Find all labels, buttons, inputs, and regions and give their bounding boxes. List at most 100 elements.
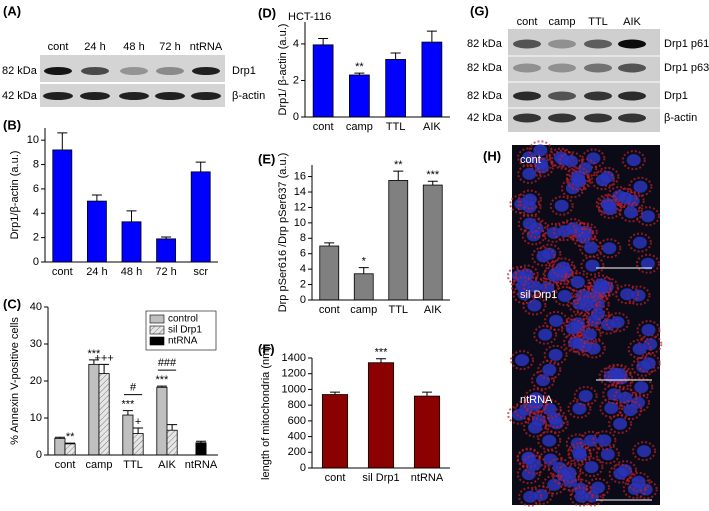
cell-mito	[626, 392, 651, 413]
cell-mito	[590, 170, 615, 191]
cell-mito	[580, 255, 605, 276]
band	[548, 63, 576, 73]
nucleus	[557, 289, 572, 302]
x-tick-label: scr	[193, 266, 208, 278]
significance: ***	[155, 374, 169, 386]
nucleus	[643, 338, 658, 351]
y-tick-label: 16	[294, 170, 306, 182]
cell-mito	[577, 324, 602, 345]
y-tick-label: 0	[33, 256, 39, 268]
error-bar	[393, 170, 404, 181]
region-label: ntRNA	[520, 394, 553, 406]
error-bar	[318, 37, 329, 45]
bracket-label: ###	[158, 357, 177, 369]
y-tick-label: 6	[33, 183, 39, 195]
nucleus	[607, 388, 622, 401]
nucleus	[603, 203, 618, 216]
y-tick-label: 0	[293, 111, 299, 123]
error-bar	[57, 132, 68, 150]
nucleus	[565, 322, 580, 335]
bar	[98, 373, 110, 456]
nucleus	[533, 157, 548, 170]
error-bar	[91, 194, 102, 202]
nucleus	[608, 367, 623, 380]
axes	[44, 128, 218, 263]
y-axis-label: Drp1/ β-actin (a.u.)	[277, 24, 289, 116]
cell-mito	[543, 263, 568, 284]
nucleus	[557, 225, 572, 238]
error-bar	[161, 236, 172, 239]
y-tick-label: 20	[30, 375, 42, 387]
kda-label: 82 kDa	[467, 38, 503, 50]
nucleus	[620, 288, 635, 301]
nucleus	[584, 434, 599, 447]
y-axis-label: Drp1/β-actin (a.u.)	[9, 151, 21, 240]
kda-label: 82 kDa	[2, 65, 38, 77]
y-tick-label: 10	[294, 217, 306, 229]
panel-label: (B)	[3, 117, 21, 132]
x-tick-label: ntRNA	[185, 459, 218, 471]
cell-mito	[627, 338, 652, 359]
y-tick-label: 40	[30, 301, 42, 313]
cell-mito	[620, 190, 645, 211]
cell-mito	[552, 221, 577, 242]
bar	[122, 414, 134, 456]
nucleus	[522, 151, 537, 164]
nucleus	[576, 231, 591, 244]
cell-mito	[618, 400, 643, 421]
nucleus	[547, 412, 562, 425]
cell-mito	[636, 320, 661, 341]
x-tick-label: 72 h	[155, 266, 176, 278]
error-bar	[195, 161, 206, 172]
error-bar	[376, 358, 386, 363]
y-tick-label: 2	[293, 74, 299, 86]
panel-label: (A)	[3, 3, 21, 18]
cell-mito	[551, 257, 576, 278]
cell-mito	[586, 477, 611, 498]
cell-mito	[529, 157, 554, 178]
y-tick-label: 1000	[282, 383, 306, 395]
cell-mito	[567, 398, 592, 419]
y-tick-label: 4	[300, 263, 306, 275]
nucleus	[584, 241, 599, 254]
nucleus	[536, 250, 551, 263]
cell-mito	[573, 222, 598, 243]
error-bar	[156, 385, 167, 388]
nucleus	[623, 206, 638, 219]
cell-mito	[560, 318, 585, 339]
cell-mito	[561, 218, 586, 239]
x-tick-label: AIK	[424, 304, 442, 316]
cell-mito	[581, 338, 606, 359]
nucleus	[618, 191, 633, 204]
band	[584, 91, 612, 101]
axes	[311, 165, 450, 301]
panel-label: (D)	[258, 5, 276, 20]
legend-label: control	[168, 314, 198, 325]
band	[584, 113, 612, 123]
y-tick-label: 1400	[282, 352, 306, 364]
cell-mito	[579, 237, 604, 258]
cell-mito	[566, 170, 591, 191]
nucleus	[602, 242, 617, 255]
band	[513, 113, 541, 123]
y-tick-label: 8	[300, 232, 306, 244]
cell-mito	[574, 295, 599, 316]
band	[618, 39, 646, 49]
legend-swatch	[149, 336, 165, 346]
cell-mito	[599, 398, 624, 419]
bracket-label: #	[130, 382, 137, 394]
nucleus	[564, 155, 579, 168]
cell-mito	[565, 272, 590, 293]
cell-mito	[528, 140, 553, 161]
nucleus	[548, 348, 563, 361]
cell-mito	[542, 408, 567, 429]
nucleus	[578, 389, 593, 402]
axes	[304, 22, 450, 118]
bar	[319, 245, 340, 301]
significance: ***	[375, 347, 389, 359]
cell-mito	[537, 359, 562, 380]
nucleus	[556, 261, 571, 274]
nucleus	[633, 180, 648, 193]
nucleus	[585, 259, 600, 272]
bar	[190, 171, 211, 263]
